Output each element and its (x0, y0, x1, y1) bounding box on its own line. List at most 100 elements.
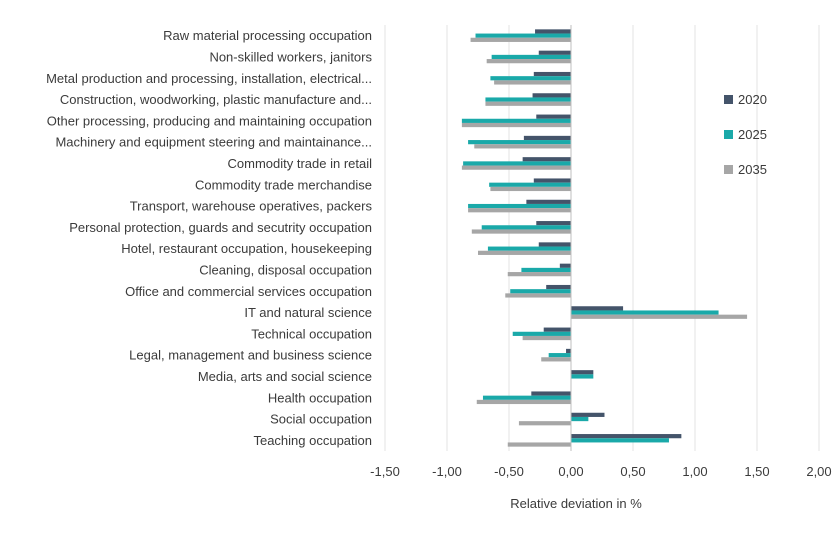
x-tick-label: -1,50 (370, 464, 400, 479)
bar-2035 (522, 335, 571, 341)
bar-2020 (533, 178, 571, 183)
bar-2020 (536, 114, 571, 119)
category-label: Cleaning, disposal occupation (199, 262, 372, 277)
legend: 2020 2025 2035 (724, 92, 767, 177)
category-label: Personal protection, guards and secutrit… (69, 220, 372, 235)
bar-2035 (505, 293, 571, 298)
category-label: Transport, warehouse operatives, packers (130, 199, 373, 214)
bar-2020 (531, 391, 571, 396)
x-tick-label: -0,50 (494, 464, 524, 479)
category-label: Media, arts and social science (198, 369, 372, 384)
legend-swatch (724, 165, 733, 174)
bar-2020 (538, 242, 571, 247)
x-axis-title: Relative deviation in % (510, 496, 642, 511)
x-tick-label: 1,00 (682, 464, 707, 479)
category-label: Social occupation (270, 412, 372, 427)
bar-2035 (490, 186, 571, 192)
bar-2025 (481, 225, 571, 230)
axes: -1,50 -1,00 -0,50 0,00 0,50 1,00 1,50 2,00 (370, 25, 832, 479)
category-label: IT and natural science (244, 305, 372, 320)
bar-2025 (571, 310, 719, 315)
bar-2020 (546, 284, 571, 290)
x-tick-label: 0,00 (558, 464, 583, 479)
bar-2035 (507, 442, 571, 447)
category-label: Technical occupation (251, 326, 372, 341)
bar-2035 (461, 122, 571, 128)
bar-2025 (489, 182, 571, 187)
category-label: Non-skilled workers, janitors (209, 49, 372, 64)
bar-2020 (523, 135, 571, 141)
bar-2035 (571, 314, 748, 319)
bar-2035 (474, 144, 571, 149)
category-label: Construction, woodworking, plastic manuf… (60, 92, 372, 107)
category-label: Commodity trade merchandise (195, 177, 372, 192)
bar-2025 (482, 395, 571, 400)
bar-2020 (522, 157, 571, 162)
bar-2035 (468, 208, 571, 213)
bar-2035 (485, 101, 571, 106)
category-label: Raw material processing occupation (163, 28, 372, 43)
bar-2020 (566, 348, 571, 354)
bar-2025 (461, 118, 571, 123)
bar-2025 (475, 33, 571, 38)
bars (461, 29, 748, 447)
category-label: Metal production and processing, install… (46, 71, 372, 86)
bar-2020 (535, 29, 571, 34)
bar-2020 (536, 221, 571, 226)
bar-2035 (478, 250, 571, 255)
bar-2020 (571, 434, 682, 439)
gridlines (384, 25, 820, 451)
bar-2035 (541, 357, 571, 362)
bar-2025 (491, 54, 571, 60)
bar-2020 (533, 71, 571, 77)
bar-2020 (543, 327, 571, 332)
bar-2020 (571, 306, 624, 311)
bar-2025 (571, 374, 594, 379)
bar-2035 (507, 272, 571, 277)
category-labels: Raw material processing occupation Non-sk… (46, 28, 372, 448)
bar-2035 (471, 229, 571, 234)
category-label: Legal, management and business science (129, 348, 372, 363)
category-label: Commodity trade in retail (228, 156, 373, 171)
bar-2025 (548, 353, 571, 358)
bar-2020 (532, 93, 571, 98)
legend-swatch (724, 130, 733, 139)
bar-2025 (468, 140, 571, 145)
category-label: Office and commercial services occupatio… (125, 284, 372, 299)
legend-label: 2020 (738, 92, 767, 107)
bar-2025 (510, 289, 571, 294)
bar-2025 (485, 97, 571, 102)
bar-2025 (512, 331, 571, 336)
bar-2035 (470, 37, 571, 42)
legend-swatch (724, 95, 733, 104)
bar-2035 (518, 421, 571, 426)
legend-label: 2025 (738, 127, 767, 142)
bar-2025 (571, 438, 669, 443)
bar-2020 (538, 50, 571, 55)
x-tick-label: 1,50 (744, 464, 769, 479)
x-tick-label: -1,00 (432, 464, 462, 479)
bar-2025 (468, 203, 571, 209)
x-tick-label: 2,00 (806, 464, 831, 479)
bar-2020 (571, 370, 594, 375)
bar-2035 (476, 399, 571, 405)
category-label: Teaching occupation (253, 433, 372, 448)
bar-2035 (486, 59, 571, 64)
bar-2025 (571, 416, 589, 422)
category-label: Machinery and equipment steering and mai… (55, 135, 372, 150)
bar-2025 (490, 76, 571, 81)
legend-label: 2035 (738, 162, 767, 177)
bar-2020 (526, 199, 571, 204)
bar-2035 (494, 80, 571, 85)
x-tick-label: 0,50 (620, 464, 645, 479)
category-label: Other processing, producing and maintain… (47, 113, 372, 128)
bar-2020 (571, 412, 605, 417)
bar-2025 (521, 267, 571, 273)
bar-2025 (487, 246, 571, 251)
bar-2020 (559, 263, 571, 268)
category-label: Health occupation (268, 390, 372, 405)
bar-2025 (463, 161, 571, 166)
bar-2035 (461, 165, 571, 170)
